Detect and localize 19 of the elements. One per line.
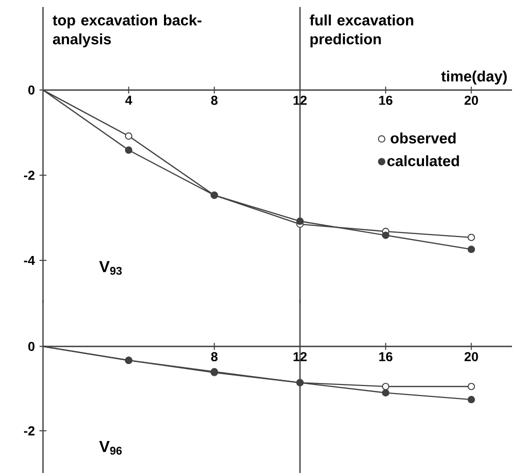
y-tick-label: -4 [24, 256, 35, 265]
x-tick-label: 16 [379, 352, 392, 362]
y-tick-label: 0 [28, 85, 34, 95]
text: V$_{96}$ [99, 440, 122, 455]
y-tick-label: -2 [24, 170, 34, 180]
annotation: full excavation prediction [310, 14, 414, 48]
x-tick-label: 20 [464, 96, 478, 105]
text: V$_{93}$ [99, 261, 122, 275]
x-tick-label: 8 [211, 352, 218, 362]
y-tick-label: 0 [28, 342, 34, 351]
y-tick-label: -2 [24, 426, 34, 436]
x-axis-title: time(day) [441, 70, 507, 85]
x-tick-label: 4 [125, 96, 132, 105]
legend-label: observed [390, 132, 456, 144]
legend-label: calculated [387, 155, 459, 166]
x-tick-label: 20 [464, 352, 478, 362]
x-tick-label: 16 [379, 96, 392, 105]
x-tick-label: 8 [211, 96, 218, 105]
annotation: top excavation back-analysis [52, 14, 202, 48]
